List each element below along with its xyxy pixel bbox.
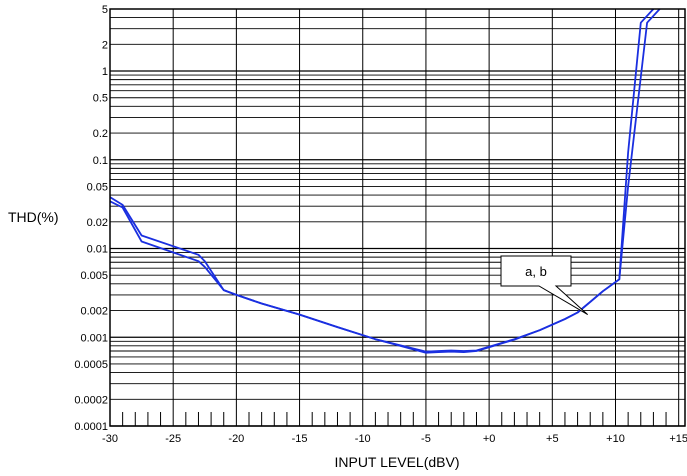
annotation-group: a, b [500,255,589,316]
x-tick-label: -15 [292,433,308,445]
plot-frame [109,8,686,427]
series-line-2 [109,8,655,354]
y-tick-label: 2 [102,39,108,51]
y-tick-label: 0.05 [87,181,108,193]
y-tick-label: 5 [102,4,108,16]
annotation-label: a, b [525,264,547,279]
y-tick-label: 0.02 [87,217,108,229]
y-axis-title: THD(%) [8,209,59,225]
x-tick-label: +10 [606,433,625,445]
y-tick-label: 0.002 [80,306,108,318]
annotation-callout [500,255,589,316]
x-tick-label: -20 [228,433,244,445]
chart-grid [110,8,685,427]
y-tick-label: 0.2 [93,128,108,140]
x-tick-label: +5 [546,433,559,445]
y-tick-label: 0.1 [93,155,108,167]
chart-series-group [109,8,661,354]
y-tick-label: 0.005 [80,270,108,282]
x-tick-labels: -30 -25 -20 -15 -10 -5 +0 +5 +10 +15 [102,433,687,445]
y-tick-label: 0.0005 [74,359,108,371]
y-tick-label: 0.001 [80,332,108,344]
y-tick-label: 0.5 [93,93,108,105]
chart-x-ticks [122,412,667,426]
y-tick-label: 0.0002 [74,394,108,406]
x-axis-title: INPUT LEVEL(dBV) [334,454,459,470]
y-tick-label: 1 [102,66,108,78]
x-tick-label: -25 [165,433,181,445]
y-tick-label: 0.01 [87,244,108,256]
x-tick-label: -10 [355,433,371,445]
y-tick-labels: 5 2 1 0.5 0.2 0.1 0.05 0.02 0.01 0.005 0.002 0.001 0… [74,4,108,433]
y-tick-label: 0.0001 [74,421,108,433]
x-tick-label: +15 [669,433,687,445]
x-tick-label: -30 [102,433,118,445]
x-tick-label: -5 [421,433,431,445]
series-line-1 [109,8,661,353]
x-tick-label: +0 [483,433,496,445]
